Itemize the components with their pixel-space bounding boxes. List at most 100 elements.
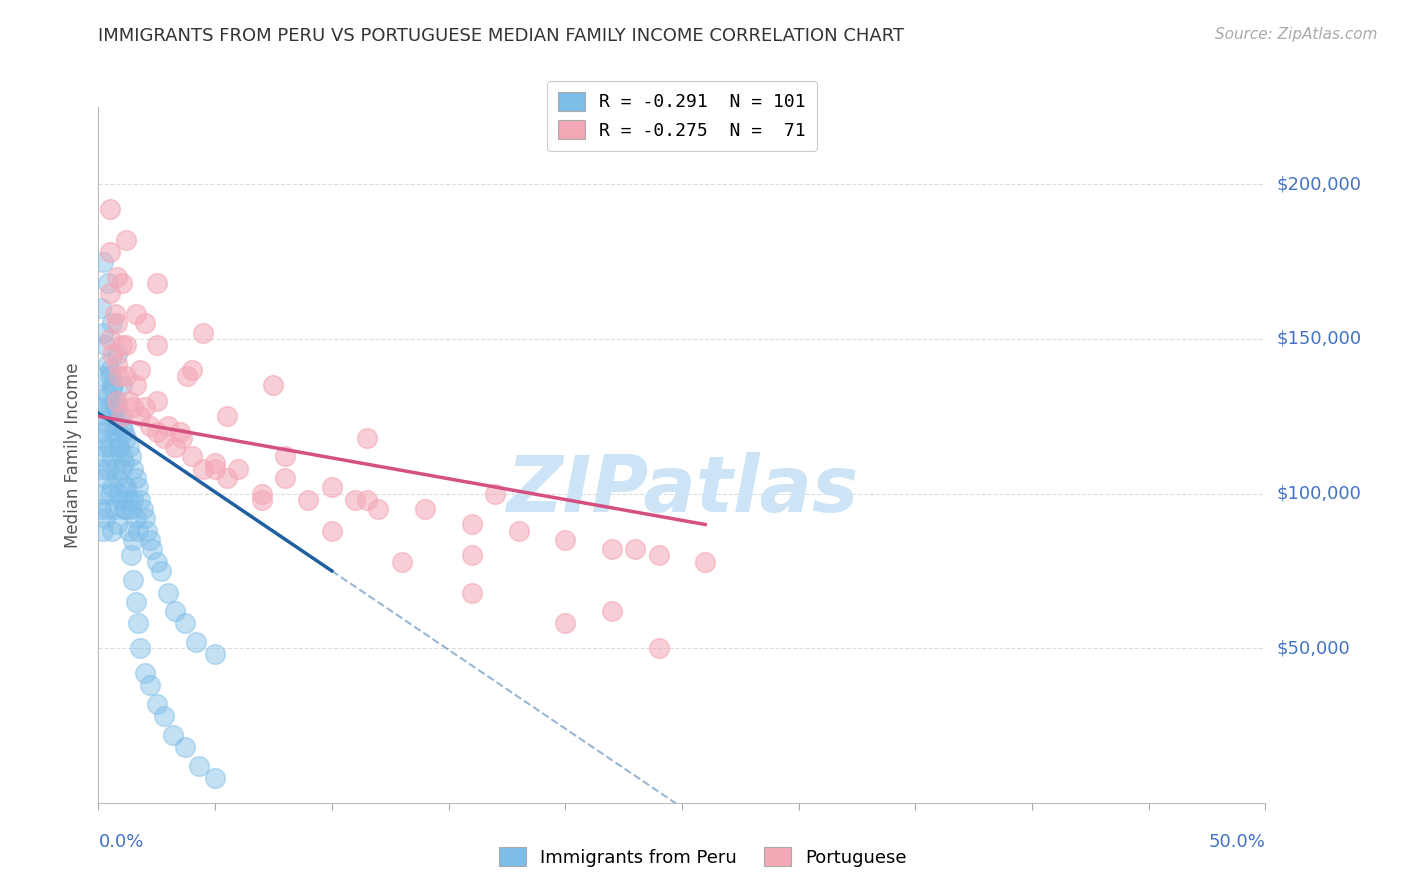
Point: [108, 440, 131, 454]
Point: [97, 357, 120, 371]
Point: [104, 393, 127, 408]
Point: [101, 524, 124, 538]
Point: [125, 378, 148, 392]
Point: [165, 440, 187, 454]
Point: [122, 492, 145, 507]
Point: [104, 462, 127, 476]
Point: [105, 270, 128, 285]
Point: [122, 400, 145, 414]
Point: [104, 502, 127, 516]
Point: [127, 524, 149, 538]
Point: [134, 665, 156, 680]
Point: [262, 378, 284, 392]
Point: [204, 462, 226, 476]
Point: [139, 418, 162, 433]
Point: [647, 549, 669, 563]
Point: [367, 502, 389, 516]
Point: [461, 549, 484, 563]
Point: [173, 616, 195, 631]
Point: [461, 585, 484, 599]
Point: [127, 616, 149, 631]
Point: [413, 502, 436, 516]
Point: [98, 400, 121, 414]
Point: [180, 450, 202, 464]
Point: [101, 347, 124, 361]
Point: [134, 317, 156, 331]
Point: [172, 431, 194, 445]
Point: [139, 533, 162, 547]
Point: [484, 486, 506, 500]
Point: [193, 462, 215, 476]
Point: [122, 462, 145, 476]
Point: [112, 425, 135, 439]
Point: [356, 431, 378, 445]
Point: [186, 635, 208, 649]
Point: [250, 486, 273, 500]
Point: [204, 456, 226, 470]
Point: [215, 471, 238, 485]
Point: [162, 728, 184, 742]
Point: [391, 555, 413, 569]
Point: [91, 326, 114, 340]
Point: [152, 431, 174, 445]
Point: [108, 440, 131, 454]
Point: [105, 317, 128, 331]
Point: [104, 400, 127, 414]
Point: [204, 648, 226, 662]
Point: [136, 524, 159, 538]
Text: 0.0%: 0.0%: [98, 833, 143, 851]
Point: [173, 740, 195, 755]
Point: [176, 369, 198, 384]
Point: [146, 555, 169, 569]
Point: [90, 301, 112, 315]
Point: [111, 378, 134, 392]
Point: [146, 277, 169, 291]
Point: [97, 277, 120, 291]
Point: [111, 409, 134, 424]
Point: [91, 486, 114, 500]
Point: [105, 347, 128, 361]
Point: [508, 524, 530, 538]
Point: [101, 409, 124, 424]
Point: [356, 492, 378, 507]
Text: $100,000: $100,000: [1277, 484, 1361, 502]
Point: [193, 326, 215, 340]
Point: [554, 616, 576, 631]
Point: [108, 486, 131, 500]
Point: [91, 400, 114, 414]
Point: [101, 317, 124, 331]
Point: [118, 524, 141, 538]
Text: Source: ZipAtlas.com: Source: ZipAtlas.com: [1215, 27, 1378, 42]
Point: [94, 369, 117, 384]
Point: [297, 492, 319, 507]
Point: [94, 511, 117, 525]
Point: [94, 471, 117, 485]
Point: [115, 431, 138, 445]
Point: [118, 492, 141, 507]
Text: ZIPatlas: ZIPatlas: [506, 451, 858, 528]
Point: [97, 502, 120, 516]
Point: [321, 524, 343, 538]
Point: [104, 307, 127, 321]
Point: [91, 450, 114, 464]
Point: [274, 471, 297, 485]
Point: [112, 480, 135, 494]
Point: [169, 425, 191, 439]
Legend: Immigrants from Peru, Portuguese: Immigrants from Peru, Portuguese: [489, 838, 917, 876]
Point: [115, 369, 138, 384]
Point: [204, 771, 226, 785]
Point: [250, 492, 273, 507]
Point: [141, 542, 163, 557]
Point: [105, 517, 128, 532]
Point: [101, 381, 124, 395]
Point: [94, 440, 117, 454]
Point: [180, 363, 202, 377]
Point: [157, 585, 180, 599]
Point: [98, 202, 121, 216]
Point: [321, 480, 343, 494]
Point: [101, 378, 124, 392]
Point: [125, 595, 148, 609]
Point: [127, 480, 149, 494]
Text: $200,000: $200,000: [1277, 176, 1361, 194]
Point: [122, 533, 145, 547]
